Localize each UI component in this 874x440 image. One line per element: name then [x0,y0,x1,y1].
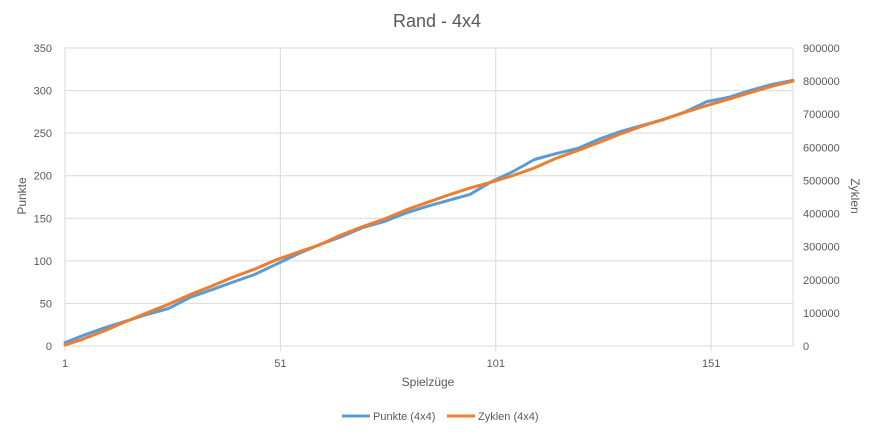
y-tick-label: 250 [34,128,52,140]
y-tick-label: 300 [34,86,52,98]
legend-label: Zyklen (4x4) [478,411,539,423]
chart-title: Rand - 4x4 [393,11,481,31]
x-axis-title: Spielzüge [402,375,455,389]
y-tick-label: 200 [34,171,52,183]
x-tick-label: 151 [702,358,720,370]
y2-tick-label: 300000 [803,242,840,254]
y-axis-title: Punkte [15,177,29,215]
y2-tick-label: 500000 [803,175,840,187]
y2-tick-label: 800000 [803,76,840,88]
y2-tick-label: 600000 [803,142,840,154]
y2-tick-label: 100000 [803,308,840,320]
legend: Punkte (4x4) Zyklen (4x4) [342,411,539,423]
legend-label: Punkte (4x4) [373,411,435,423]
x-tick-label: 101 [487,358,505,370]
y-tick-label: 150 [34,213,52,225]
x-tick-label: 51 [274,358,286,370]
y2-axis-title: Zyklen [848,178,862,213]
y-tick-label: 0 [46,341,52,353]
y2-tick-label: 700000 [803,109,840,121]
left-axis-ticks: 0 50 100 150 200 250 300 350 [34,43,52,353]
y-tick-label: 50 [40,298,52,310]
y2-tick-label: 400000 [803,209,840,221]
y-tick-label: 350 [34,43,52,55]
y2-tick-label: 0 [803,341,809,353]
y2-tick-label: 900000 [803,43,840,55]
y2-tick-label: 200000 [803,275,840,287]
series-line-zyklen [63,79,795,347]
right-axis-ticks: 0 100000 200000 300000 400000 500000 600000 700… [803,43,840,353]
x-tick-label: 1 [62,358,68,370]
y-tick-label: 100 [34,256,52,268]
gridlines [64,47,794,351]
series-layer [63,78,795,347]
x-axis-ticks: 1 51 101 151 [62,358,720,370]
